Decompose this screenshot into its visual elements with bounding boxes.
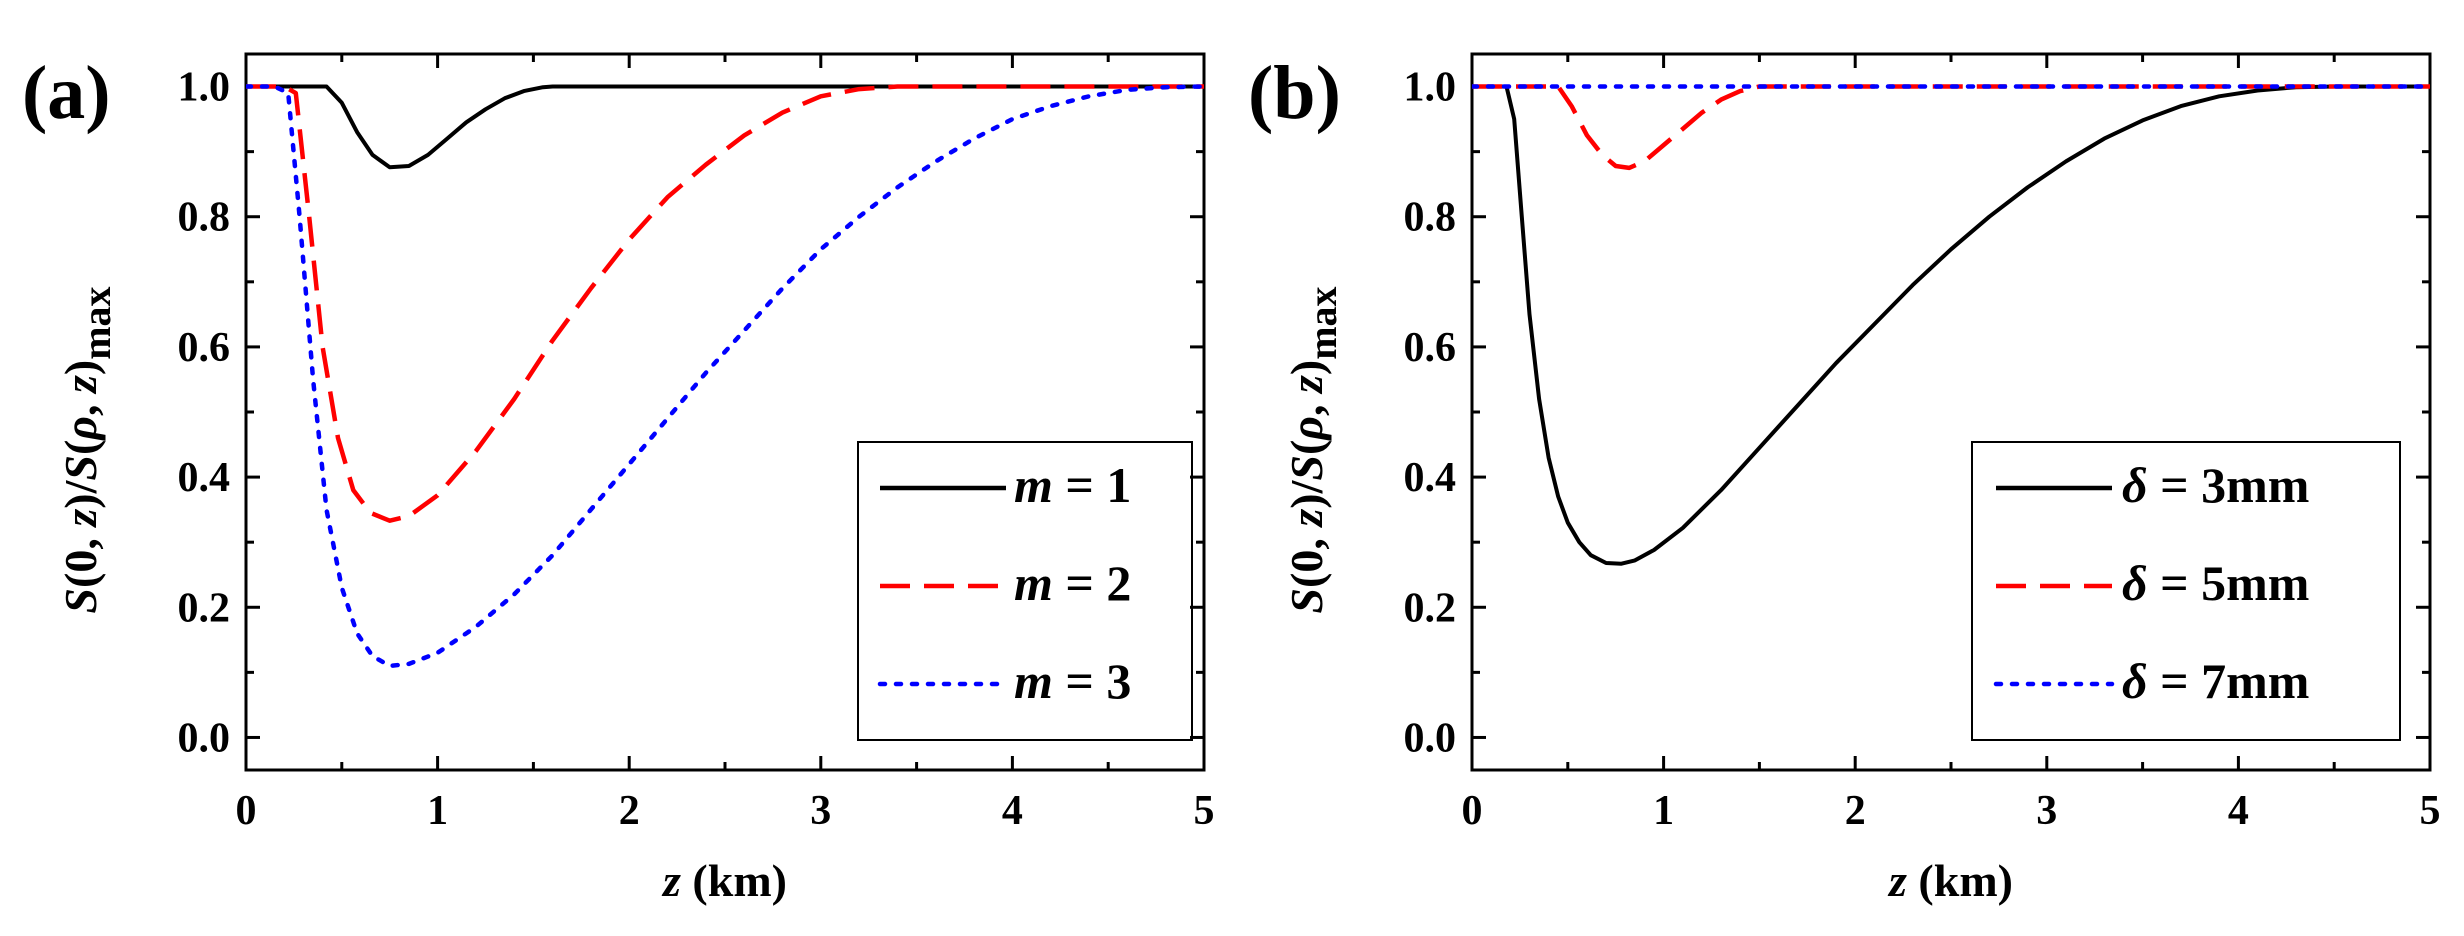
panel-b-y-axis-title: S(0, z)/S(ρ, z)max (1281, 286, 1345, 613)
panel-a-y-tick-label: 0.4 (178, 455, 231, 501)
panel-a-x-tick-label: 2 (619, 788, 640, 834)
panel-b-series-line-1 (1472, 84, 2430, 566)
panel-a-y-axis-title: S(0, z)/S(ρ, z)max (55, 286, 119, 613)
panel-b-legend-label-1: δ = 3mm (2122, 457, 2309, 513)
panel-a-y-tick-label: 0.0 (178, 715, 231, 761)
panel-b-series-line-2 (1472, 84, 2430, 171)
panel-a-series-line-3 (246, 84, 1204, 669)
panel-b-y-tick-label: 0.6 (1404, 325, 1457, 371)
svg-text:S(0, z)/S(ρ, z)max: S(0, z)/S(ρ, z)max (1281, 286, 1345, 613)
panel-a-x-axis-title: z (km) (661, 855, 787, 906)
panel-a-y-tick-label: 0.2 (178, 585, 231, 631)
panel-a-series-group (246, 84, 1204, 669)
panel-a-label: (a) (22, 51, 111, 135)
panel-b-legend: δ = 3mm δ = 5mm δ = 7mm (1971, 441, 2401, 741)
panel-b-x-tick-label: 2 (1845, 788, 1866, 834)
panel-a-legend-label-2: m = 2 (1014, 555, 1131, 611)
panel-b-x-tick-label: 3 (2036, 788, 2057, 834)
panel-a-x-tick-label: 0 (236, 788, 257, 834)
panel-a-legend-label-1: m = 1 (1014, 457, 1131, 513)
panel-a-legend: m = 1 m = 2 m = 3 (857, 441, 1193, 741)
panel-a-x-tick-label: 1 (427, 788, 448, 834)
panel-b-x-tick-label: 4 (2228, 788, 2249, 834)
panel-a-y-tick-label: 0.8 (178, 195, 231, 241)
panel-a-x-tick-label: 3 (810, 788, 831, 834)
panel-a-x-tick-label: 4 (1002, 788, 1023, 834)
panel-b-x-tick-label: 1 (1653, 788, 1674, 834)
panel-b-label: (b) (1248, 51, 1341, 135)
panel-b-x-axis-title: z (km) (1887, 855, 2013, 906)
panel-b-x-tick-label: 0 (1462, 788, 1483, 834)
panel-a-series-line-1 (246, 84, 1204, 170)
panel-b-legend-label-3: δ = 7mm (2122, 653, 2309, 709)
panel-a: (a) S(0, z)/S(ρ, z)max z (km) m = 1 m = 2… (22, 51, 1215, 906)
panel-b-y-tick-label: 0.2 (1404, 585, 1457, 631)
panel-b-x-tick-label: 5 (2420, 788, 2441, 834)
panel-b-legend-label-2: δ = 5mm (2122, 555, 2309, 611)
panel-a-y-tick-label: 1.0 (178, 65, 231, 111)
panel-a-x-tick-label: 5 (1194, 788, 1215, 834)
panel-a-series-line-2 (246, 84, 1204, 523)
panel-b-series-group (1472, 84, 2430, 566)
panel-a-legend-label-3: m = 3 (1014, 653, 1131, 709)
panel-b-y-tick-label: 0.4 (1404, 455, 1457, 501)
svg-text:S(0, z)/S(ρ, z)max: S(0, z)/S(ρ, z)max (55, 286, 119, 613)
panel-b-y-tick-label: 1.0 (1404, 65, 1457, 111)
panel-b-y-tick-label: 0.8 (1404, 195, 1457, 241)
panel-a-y-tick-label: 0.6 (178, 325, 231, 371)
panel-b-y-tick-label: 0.0 (1404, 715, 1457, 761)
